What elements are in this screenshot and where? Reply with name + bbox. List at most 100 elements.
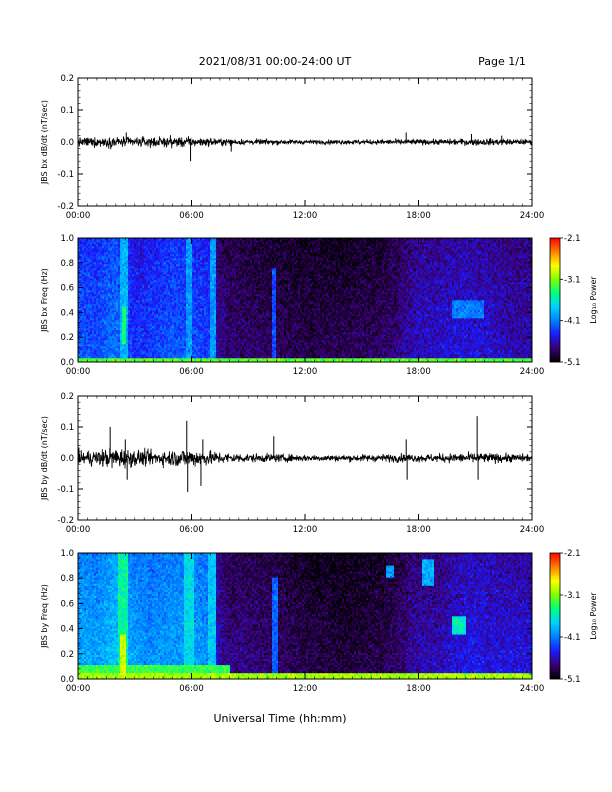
- heatmap-cell: [230, 310, 233, 313]
- heatmap-cell: [188, 292, 191, 295]
- heatmap-cell: [222, 306, 225, 309]
- heatmap-cell: [228, 278, 231, 281]
- heatmap-cell: [210, 294, 213, 297]
- heatmap-cell: [80, 328, 83, 331]
- heatmap-cell: [222, 276, 225, 279]
- heatmap-cell: [80, 348, 83, 351]
- heatmap-cell: [92, 256, 95, 259]
- heatmap-cell: [218, 256, 221, 259]
- heatmap-cell: [84, 312, 87, 315]
- heatmap-cell: [84, 286, 87, 289]
- heatmap-cell: [136, 356, 139, 359]
- heatmap-cell: [106, 324, 109, 327]
- heatmap-cell: [94, 324, 97, 327]
- heatmap-cell: [170, 274, 173, 277]
- heatmap-cell: [118, 302, 121, 305]
- heatmap-cell: [222, 296, 225, 299]
- heatmap-cell: [108, 346, 111, 349]
- heatmap-cell: [202, 254, 205, 257]
- heatmap-cell: [84, 242, 87, 245]
- heatmap-cell: [136, 340, 139, 343]
- heatmap-cell: [206, 274, 209, 277]
- heatmap-cell: [106, 352, 109, 355]
- heatmap-cell: [92, 258, 95, 261]
- heatmap-cell: [142, 312, 145, 315]
- heatmap-cell: [128, 280, 131, 283]
- heatmap-cell: [116, 248, 119, 251]
- heatmap-cell: [86, 262, 89, 265]
- heatmap-cell: [210, 334, 213, 337]
- heatmap-cell: [128, 326, 131, 329]
- heatmap-cell: [184, 312, 187, 315]
- heatmap-cell: [82, 288, 85, 291]
- heatmap-cell: [94, 258, 97, 261]
- heatmap-cell: [142, 348, 145, 351]
- heatmap-cell: [210, 242, 213, 245]
- heatmap-cell: [96, 328, 99, 331]
- heatmap-cell: [102, 302, 105, 305]
- heatmap-cell: [134, 276, 137, 279]
- heatmap-cell: [186, 256, 189, 259]
- heatmap-cell: [94, 344, 97, 347]
- heatmap-cell: [92, 280, 95, 283]
- heatmap-cell: [104, 262, 107, 265]
- heatmap-cell: [222, 254, 225, 257]
- heatmap-cell: [192, 302, 195, 305]
- heatmap-cell: [98, 342, 101, 345]
- heatmap-cell: [142, 314, 145, 317]
- heatmap-cell: [216, 270, 219, 273]
- heatmap-cell: [78, 268, 81, 271]
- heatmap-cell: [156, 274, 159, 277]
- heatmap-cell: [164, 264, 167, 267]
- heatmap-cell: [94, 358, 97, 361]
- heatmap-cell: [94, 260, 97, 263]
- heatmap-cell: [108, 340, 111, 343]
- heatmap-cell: [108, 350, 111, 353]
- heatmap-cell: [80, 318, 83, 321]
- heatmap-cell: [116, 288, 119, 291]
- heatmap-cell: [232, 360, 235, 363]
- heatmap-cell: [208, 242, 211, 245]
- heatmap-cell: [116, 284, 119, 287]
- heatmap-cell: [154, 326, 157, 329]
- heatmap-cell: [136, 240, 139, 243]
- heatmap-cell: [132, 342, 135, 345]
- heatmap-cell: [184, 290, 187, 293]
- heatmap-cell: [182, 320, 185, 323]
- heatmap-cell: [98, 302, 101, 305]
- heatmap-cell: [160, 264, 163, 267]
- heatmap-cell: [96, 270, 99, 273]
- heatmap-cell: [100, 314, 103, 317]
- heatmap-cell: [136, 270, 139, 273]
- heatmap-cell: [158, 344, 161, 347]
- heatmap-cell: [212, 356, 215, 359]
- heatmap-cell: [196, 306, 199, 309]
- heatmap-cell: [226, 242, 229, 245]
- heatmap-cell: [100, 268, 103, 271]
- heatmap-cell: [130, 268, 133, 271]
- heatmap-cell: [134, 318, 137, 321]
- heatmap-cell: [110, 350, 113, 353]
- heatmap-cell: [92, 294, 95, 297]
- heatmap-cell: [160, 356, 163, 359]
- heatmap-cell: [220, 300, 223, 303]
- heatmap-cell: [78, 274, 81, 277]
- heatmap-cell: [78, 304, 81, 307]
- heatmap-cell: [140, 306, 143, 309]
- heatmap-cell: [112, 240, 115, 243]
- heatmap-cell: [80, 322, 83, 325]
- heatmap-cell: [110, 326, 113, 329]
- heatmap-cell: [154, 336, 157, 339]
- heatmap-cell: [182, 276, 185, 279]
- heatmap-cell: [134, 296, 137, 299]
- heatmap-cell: [152, 250, 155, 253]
- heatmap-cell: [86, 286, 89, 289]
- heatmap-cell: [194, 264, 197, 267]
- heatmap-cell: [152, 256, 155, 259]
- heatmap-cell: [216, 314, 219, 317]
- heatmap-cell: [150, 274, 153, 277]
- heatmap-cell: [78, 300, 81, 303]
- heatmap-cell: [178, 286, 181, 289]
- heatmap-cell: [150, 308, 153, 311]
- heatmap-cell: [122, 360, 125, 363]
